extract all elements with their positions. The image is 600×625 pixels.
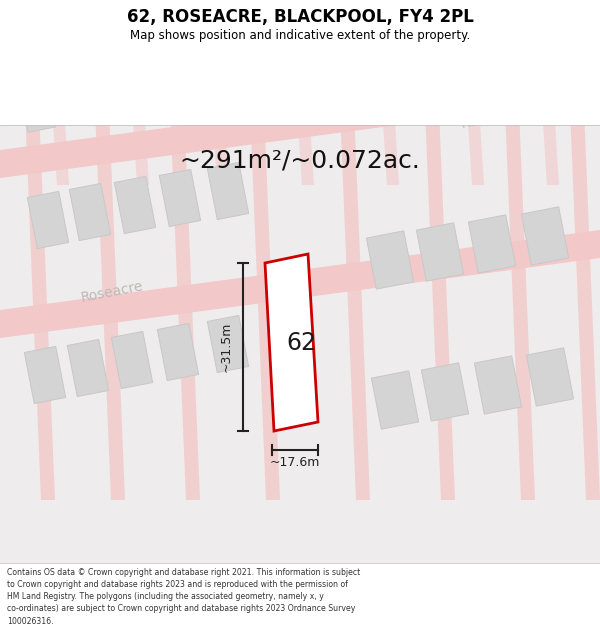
Polygon shape (371, 371, 419, 429)
Polygon shape (260, 57, 296, 101)
Polygon shape (338, 60, 370, 500)
Polygon shape (521, 207, 569, 265)
Text: ~17.6m: ~17.6m (270, 456, 320, 469)
Polygon shape (475, 356, 521, 414)
Polygon shape (208, 316, 248, 372)
Polygon shape (445, 60, 479, 104)
Text: ~291m²/~0.072ac.: ~291m²/~0.072ac. (179, 148, 421, 172)
Polygon shape (25, 346, 65, 404)
Polygon shape (155, 69, 191, 113)
Polygon shape (28, 191, 68, 249)
Polygon shape (208, 62, 242, 107)
Text: Contains OS data © Crown copyright and database right 2021. This information is : Contains OS data © Crown copyright and d… (7, 568, 360, 625)
Text: Roseacre: Roseacre (80, 279, 145, 305)
Text: ~31.5m: ~31.5m (220, 322, 233, 372)
Text: Roseacre: Roseacre (460, 105, 524, 131)
Polygon shape (469, 215, 515, 273)
Polygon shape (160, 169, 200, 227)
Polygon shape (464, 60, 484, 185)
Bar (0, 563, 600, 625)
Polygon shape (568, 60, 600, 500)
Polygon shape (93, 60, 125, 500)
Text: Map shows position and indicative extent of the property.: Map shows position and indicative extent… (130, 29, 470, 41)
Polygon shape (168, 60, 200, 500)
Text: 62, ROSEACRE, BLACKPOOL, FY4 2PL: 62, ROSEACRE, BLACKPOOL, FY4 2PL (127, 8, 473, 26)
Polygon shape (423, 60, 455, 500)
Polygon shape (209, 60, 229, 185)
Polygon shape (23, 60, 55, 500)
Polygon shape (49, 60, 69, 185)
Polygon shape (392, 66, 428, 110)
Polygon shape (539, 60, 559, 185)
Polygon shape (129, 60, 149, 185)
Polygon shape (265, 254, 318, 431)
Polygon shape (208, 162, 248, 219)
Polygon shape (497, 55, 533, 99)
Bar (0, 125, 600, 565)
Bar (0, 0, 600, 125)
Polygon shape (550, 50, 586, 94)
Polygon shape (67, 339, 109, 397)
Polygon shape (367, 231, 413, 289)
Polygon shape (115, 176, 155, 234)
Polygon shape (20, 88, 56, 132)
Polygon shape (421, 363, 469, 421)
Polygon shape (112, 331, 152, 389)
Polygon shape (157, 323, 199, 381)
Polygon shape (526, 348, 574, 406)
Polygon shape (62, 81, 98, 125)
Polygon shape (248, 60, 280, 500)
Polygon shape (0, 70, 600, 178)
Polygon shape (379, 60, 399, 185)
Polygon shape (337, 72, 373, 118)
Text: 62: 62 (286, 331, 316, 354)
Polygon shape (503, 60, 535, 500)
Polygon shape (0, 230, 600, 338)
Polygon shape (107, 75, 143, 119)
Polygon shape (416, 223, 464, 281)
Polygon shape (294, 60, 314, 185)
Polygon shape (70, 183, 110, 241)
